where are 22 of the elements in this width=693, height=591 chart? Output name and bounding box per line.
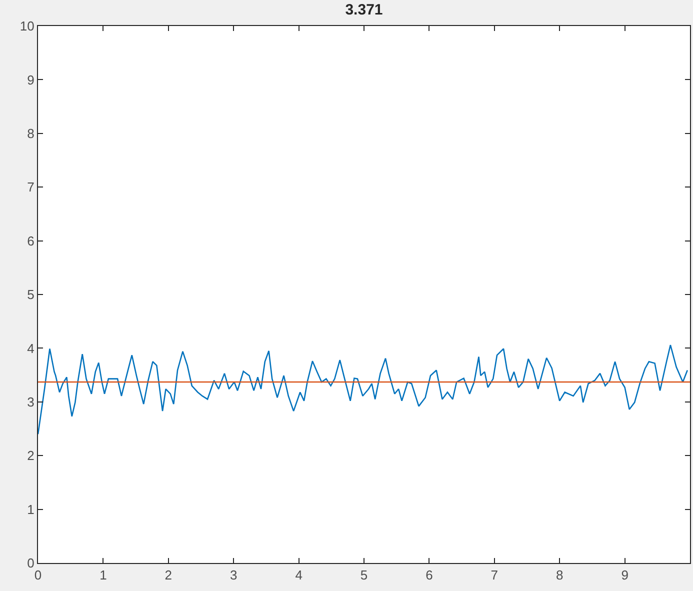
y-tick-label: 2 [27,448,34,464]
y-tick-label: 7 [27,180,34,195]
x-tick-label: 5 [360,568,368,583]
y-tick-label: 0 [27,556,34,571]
x-tick-label: 7 [490,568,498,583]
x-tick-label: 3 [230,568,238,583]
x-tick-label: 1 [100,568,107,583]
y-tick-label: 10 [20,18,34,34]
y-tick-label: 6 [27,233,34,248]
line-series [38,344,688,435]
y-tick-label: 4 [27,340,34,356]
y-tick-label: 9 [27,72,34,88]
x-tick-label: 8 [556,568,564,583]
x-tick-label: 2 [164,568,172,583]
y-tick-label: 3 [27,394,34,410]
x-tick-label: 6 [426,568,433,583]
x-tick-label: 4 [295,568,302,583]
y-tick-label: 1 [27,502,34,517]
y-tick-label: 8 [27,126,34,141]
chart-title: 3.371 [345,2,383,19]
x-tick-label: 9 [621,568,628,583]
y-tick-label: 5 [27,287,34,302]
